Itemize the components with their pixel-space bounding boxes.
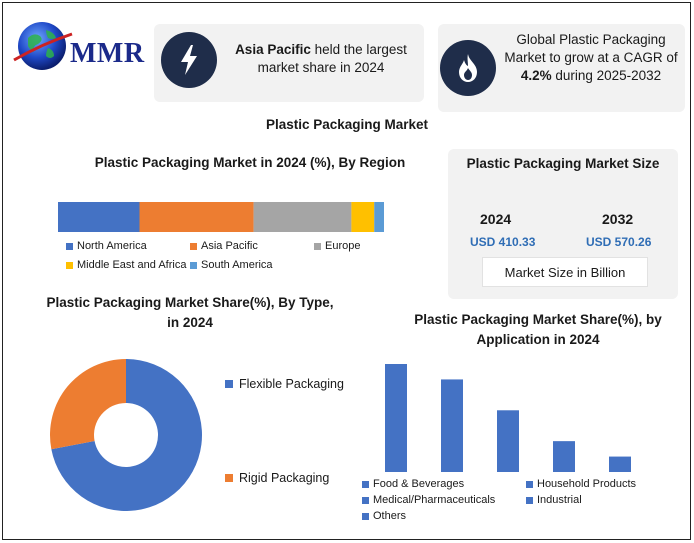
legend-swatch [314, 242, 321, 250]
application-bar-1 [441, 379, 463, 472]
region-chart-title: Plastic Packaging Market in 2024 (%), By… [94, 155, 406, 170]
type-legend-item-1: Rigid Packaging [225, 471, 329, 485]
lightning-icon [181, 45, 197, 75]
region-stacked-bar [58, 202, 384, 232]
legend-label: Food & Beverages [373, 478, 465, 490]
application-chart-title: Plastic Packaging Market Share(%), by Ap… [414, 312, 662, 347]
region-bar-segment-2 [253, 202, 352, 232]
legend-swatch [362, 480, 369, 488]
region-bar-segment-4 [374, 202, 384, 232]
market-size-card: Plastic Packaging Market Size 2024 USD 4… [448, 149, 678, 299]
globe-icon [13, 22, 73, 70]
region-legend-item-2: Europe [314, 240, 360, 252]
legend-label: Medical/Pharmaceuticals [373, 494, 496, 506]
application-bar-2 [497, 410, 519, 472]
type-donut-chart [49, 359, 202, 511]
highlight-text-region: Asia Pacific held the largest market sha… [235, 42, 407, 75]
lightning-badge [161, 32, 217, 88]
application-bar-0 [385, 364, 407, 472]
legend-swatch [190, 261, 197, 269]
donut-slice-0 [51, 359, 202, 511]
legend-label: Rigid Packaging [239, 471, 330, 485]
region-legend-item-0: North America [66, 240, 147, 252]
legend-swatch [190, 242, 197, 250]
legend-label: North America [77, 240, 147, 252]
application-legend-item-4: Others [362, 510, 406, 522]
legend-swatch [66, 242, 73, 250]
type-legend-item-0: Flexible Packaging [225, 377, 344, 391]
legend-swatch [66, 261, 73, 269]
main-title: Plastic Packaging Market [265, 117, 429, 132]
legend-label: Flexible Packaging [239, 377, 344, 391]
region-legend-item-3: Middle East and Africa [66, 259, 186, 271]
region-bar-segment-0 [58, 202, 140, 232]
application-legend-item-1: Household Products [526, 478, 636, 490]
legend-label: Europe [325, 240, 361, 252]
highlight-card-cagr: Global Plastic Packaging Market to grow … [438, 24, 685, 112]
legend-label: Asia Pacific [201, 240, 258, 252]
legend-label: Industrial [537, 494, 582, 506]
type-chart-title: Plastic Packaging Market Share(%), By Ty… [46, 295, 334, 330]
legend-swatch [526, 496, 533, 504]
application-bar-chart [385, 364, 631, 472]
value-2024: USD 410.33 [470, 235, 536, 249]
legend-label: Middle East and Africa [77, 259, 187, 271]
mmr-logo: MMR [12, 18, 145, 78]
year-2024: 2024 [480, 211, 512, 227]
flame-icon [459, 54, 477, 82]
logo-text: MMR [70, 38, 145, 69]
legend-label: South America [201, 259, 273, 271]
donut-slice-1 [49, 359, 126, 450]
legend-swatch [362, 512, 369, 520]
application-bar-4 [609, 456, 631, 472]
highlight-card-region: Asia Pacific held the largest market sha… [154, 24, 424, 102]
region-legend-item-4: South America [190, 259, 273, 271]
value-2032: USD 570.26 [586, 235, 652, 249]
legend-label: Others [373, 510, 407, 522]
market-size-title: Plastic Packaging Market Size [466, 156, 660, 171]
application-bar-3 [553, 441, 575, 472]
market-size-unit: Market Size in Billion [482, 257, 648, 287]
flame-badge [440, 40, 496, 96]
legend-swatch [362, 496, 369, 504]
application-legend-item-2: Medical/Pharmaceuticals [362, 494, 495, 506]
region-bar-segment-1 [139, 202, 254, 232]
region-bar-segment-3 [351, 202, 375, 232]
legend-swatch [225, 474, 233, 482]
legend-swatch [526, 480, 533, 488]
region-legend-item-1: Asia Pacific [190, 240, 258, 252]
application-legend-item-0: Food & Beverages [362, 478, 464, 490]
legend-swatch [225, 380, 233, 388]
legend-label: Household Products [537, 478, 637, 490]
application-legend-item-3: Industrial [526, 494, 582, 506]
highlight-text-cagr: Global Plastic Packaging Market to grow … [504, 32, 678, 83]
year-2032: 2032 [602, 211, 634, 227]
